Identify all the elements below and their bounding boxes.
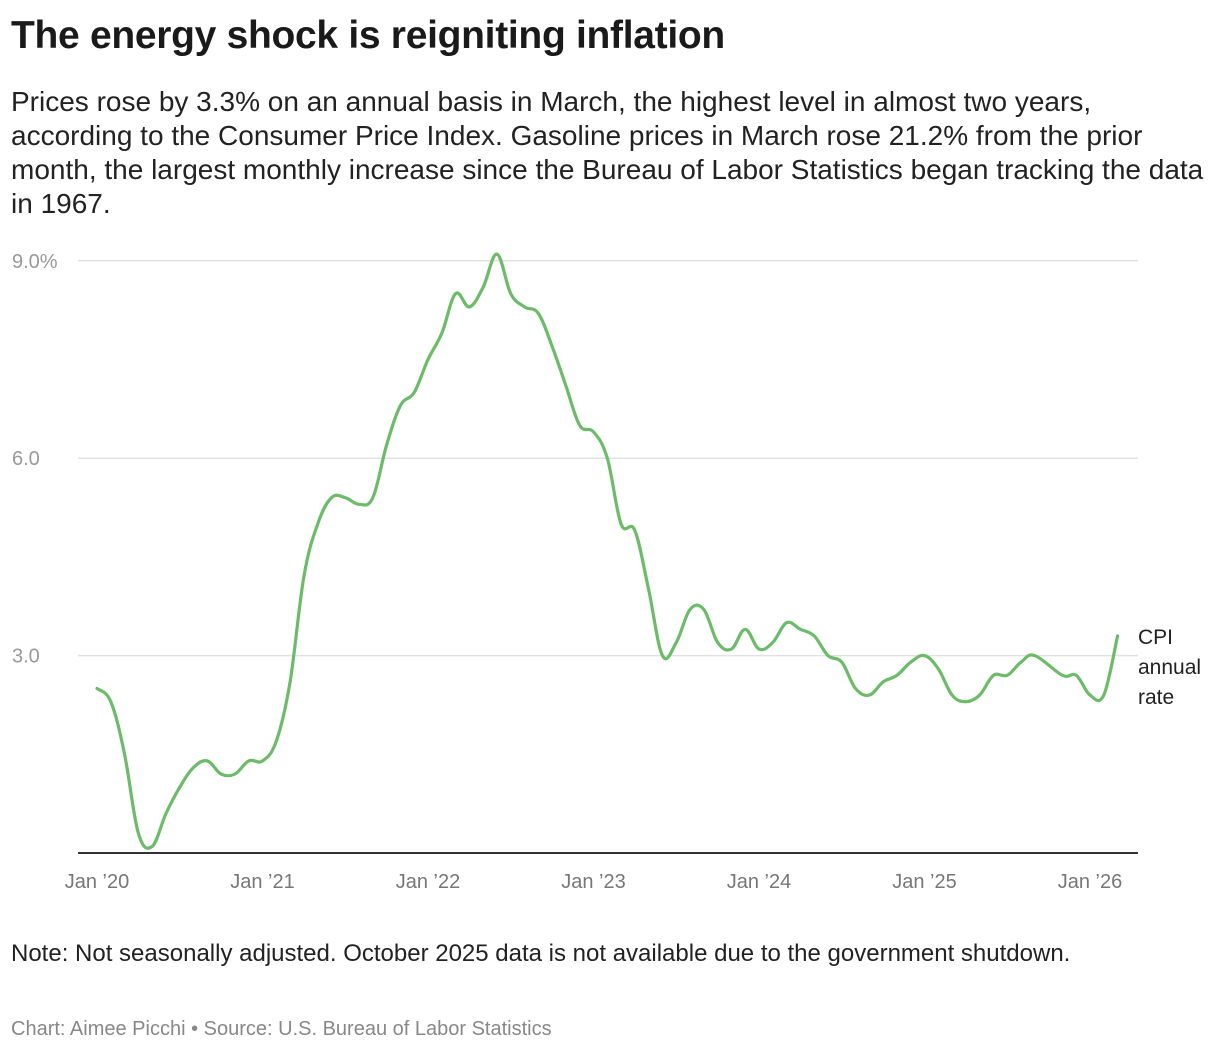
cpi-line-chart: 3.06.09.0% Jan ’20 Jan ’21 Jan ’22 Jan ’23 J… [12,251,1207,893]
y-axis-ticks: 3.0 6.0 9.0% [12,251,58,668]
chart-author: Chart: Aimee Picchi [11,1018,186,1040]
chart-credit: Chart: Aimee Picchi • Source: U.S. Burea… [11,1018,552,1041]
x-tick-label: Jan ’22 [396,871,461,893]
x-tick-label: Jan ’23 [561,871,626,893]
credit-separator: • [191,1018,199,1040]
chart-subtitle: Prices rose by 3.3% on an annual basis i… [11,86,1204,219]
series-group [95,252,1120,850]
y-tick-label: 3.0 [12,646,40,668]
x-tick-label: Jan ’25 [892,871,957,893]
series-label-line: annual [1138,656,1201,679]
x-tick-label: Jan ’24 [727,871,792,893]
y-tick-label: 6.0 [12,448,40,470]
series-label-line: rate [1138,686,1174,709]
chart-title: The energy shock is reigniting inflation [11,14,725,57]
series-label: CPI annual rate [1138,626,1207,709]
x-tick-label: Jan ’21 [230,871,295,893]
chart-note: Note: Not seasonally adjusted. October 2… [11,940,1071,967]
chart-source: Source: U.S. Bureau of Labor Statistics [203,1018,552,1040]
y-tick-label: 9.0% [12,251,58,273]
cpi-series-line [95,252,1120,850]
x-tick-label: Jan ’26 [1058,871,1123,893]
series-label-line: CPI [1138,626,1173,649]
x-axis-ticks: Jan ’20 Jan ’21 Jan ’22 Jan ’23 Jan ’24 Jan ’… [65,871,1123,893]
x-tick-label: Jan ’20 [65,871,130,893]
